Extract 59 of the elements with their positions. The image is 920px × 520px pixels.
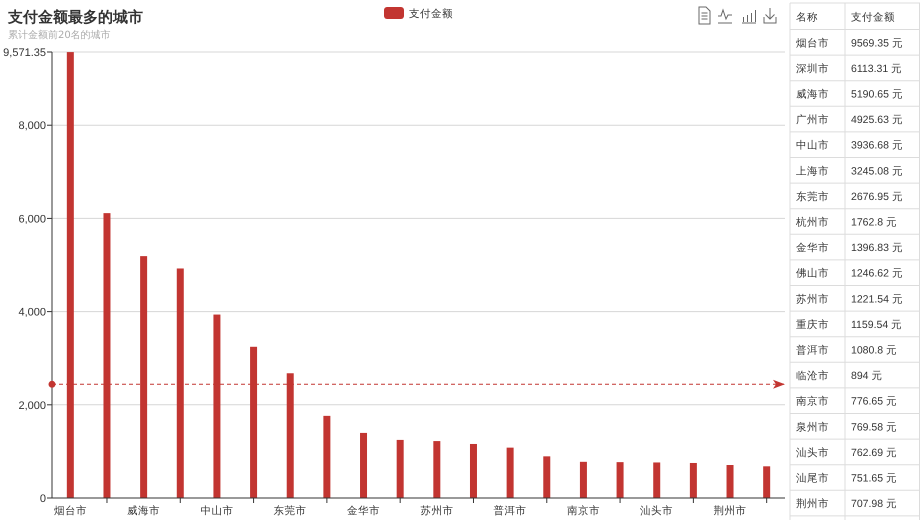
xtick-label: 汕头市 bbox=[640, 505, 674, 517]
xtick-label: 东莞市 bbox=[274, 505, 307, 517]
table-cell: 1762.8 元 bbox=[851, 216, 898, 228]
table-cell: 1159.54 元 bbox=[851, 318, 902, 331]
table-cell: 东莞市 bbox=[796, 190, 829, 203]
legend-label: 支付金额 bbox=[409, 8, 453, 20]
table-header: 支付金额 bbox=[851, 11, 895, 24]
table-cell: 荆州市 bbox=[796, 498, 829, 510]
table-cell: 3245.08 元 bbox=[851, 165, 903, 178]
table-cell: 707.98 元 bbox=[851, 498, 898, 510]
table-cell: 杭州市 bbox=[796, 216, 829, 228]
ytick-label: 0 bbox=[40, 493, 46, 505]
table-cell: 中山市 bbox=[796, 140, 829, 152]
table-cell: 泉州市 bbox=[796, 421, 829, 434]
xtick-label: 中山市 bbox=[200, 505, 234, 517]
table-cell: 深圳市 bbox=[796, 62, 829, 75]
table-cell: 4925.63 元 bbox=[851, 114, 903, 126]
table-cell: 776.65 元 bbox=[851, 396, 898, 408]
table-cell: 上海市 bbox=[796, 165, 829, 178]
ytick-label: 4,000 bbox=[18, 306, 46, 319]
table-cell: 1080.8 元 bbox=[851, 344, 898, 356]
table-cell: 5190.65 元 bbox=[851, 88, 903, 100]
table-cell: 2676.95 元 bbox=[851, 190, 903, 203]
table-cell: 762.69 元 bbox=[851, 446, 898, 459]
table-cell: 769.58 元 bbox=[851, 421, 898, 434]
table-cell: 佛山市 bbox=[796, 268, 829, 280]
ytick-label: 6,000 bbox=[18, 213, 46, 226]
xtick-label: 荆州市 bbox=[714, 505, 747, 517]
table-cell: 6113.31 元 bbox=[851, 62, 902, 75]
table-cell: 1396.83 元 bbox=[851, 242, 903, 254]
table-cell: 751.65 元 bbox=[851, 472, 898, 484]
table-cell: 苏州市 bbox=[796, 293, 829, 306]
ytick-label: 2,000 bbox=[18, 400, 46, 412]
xtick-label: 普洱市 bbox=[494, 505, 527, 517]
table-cell: 烟台市 bbox=[796, 37, 829, 50]
table-cell: 9569.35 元 bbox=[851, 37, 903, 50]
table-cell: 普洱市 bbox=[796, 344, 829, 356]
table-cell: 汕尾市 bbox=[796, 472, 829, 484]
ytick-label: 8,000 bbox=[18, 120, 46, 132]
table-cell: 重庆市 bbox=[796, 318, 829, 331]
table-header: 名称 bbox=[796, 11, 818, 24]
table-cell: 3936.68 元 bbox=[851, 140, 903, 152]
table-cell: 威海市 bbox=[796, 88, 829, 100]
xtick-label: 威海市 bbox=[127, 505, 160, 517]
table-cell: 汕头市 bbox=[796, 446, 829, 459]
xtick-label: 烟台市 bbox=[54, 505, 87, 517]
xtick-label: 金华市 bbox=[347, 505, 380, 517]
table-cell: 894 元 bbox=[851, 370, 882, 382]
xtick-label: 苏州市 bbox=[420, 505, 454, 517]
table-cell: 1246.62 元 bbox=[851, 268, 903, 280]
table-cell: 南京市 bbox=[796, 396, 829, 408]
ytick-label: 9,571.35 bbox=[3, 47, 46, 59]
xtick-label: 南京市 bbox=[566, 505, 600, 517]
table-cell: 临沧市 bbox=[796, 370, 829, 382]
title: 支付金额最多的城市 bbox=[8, 8, 143, 26]
subtitle: 累计金额前20名的城市 bbox=[8, 30, 111, 41]
table-cell: 1221.54 元 bbox=[851, 293, 903, 306]
table-cell: 广州市 bbox=[796, 114, 829, 126]
table-cell: 金华市 bbox=[796, 242, 829, 254]
